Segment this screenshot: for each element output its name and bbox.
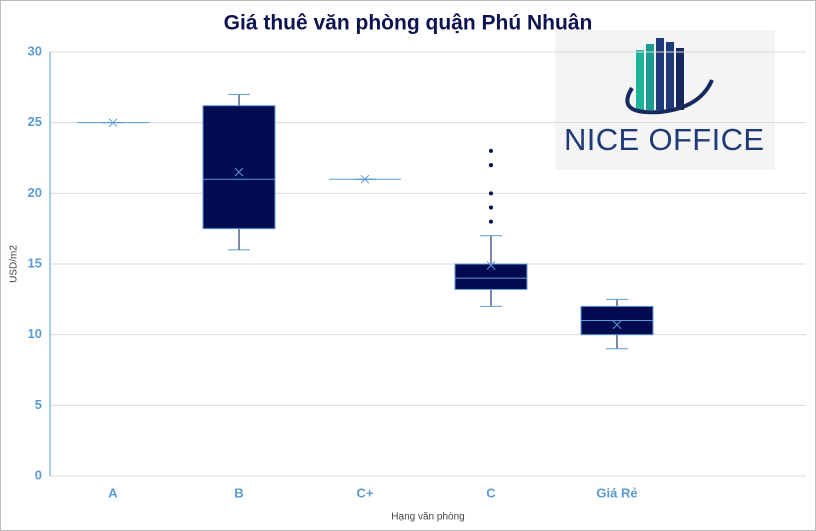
x-tick-label: Giá Rẻ [596, 485, 637, 500]
logo-text: NICE OFFICE [564, 122, 764, 157]
chart-title: Giá thuê văn phòng quận Phú Nhuận [224, 12, 593, 35]
y-tick-label: 5 [35, 397, 42, 412]
x-tick-label: C [486, 485, 496, 500]
logo-building [676, 48, 684, 110]
mean-marker [108, 118, 118, 128]
y-tick-label: 30 [28, 43, 42, 58]
mean-marker [234, 167, 244, 177]
x-tick-label: A [108, 485, 118, 500]
box [454, 263, 528, 290]
y-axis-title: USD/m2 [9, 245, 20, 283]
logo-building [646, 44, 654, 110]
logo-swoosh [625, 79, 714, 115]
logo-building [636, 50, 644, 110]
outlier [489, 205, 493, 210]
mean-marker [612, 320, 622, 330]
outlier [489, 163, 493, 168]
outlier [489, 191, 493, 196]
mean-marker [486, 261, 496, 270]
box [202, 105, 276, 230]
x-tick-label: C+ [357, 485, 374, 500]
logo-building [656, 38, 664, 110]
logo-background [555, 30, 775, 170]
y-tick-label: 15 [28, 255, 42, 270]
mean-marker [360, 174, 370, 184]
logo-building [666, 42, 674, 110]
y-tick-label: 20 [28, 185, 42, 200]
logo: NICE OFFICE [555, 30, 775, 170]
x-tick-label: B [234, 485, 243, 500]
y-tick-label: 10 [28, 326, 42, 341]
outlier [489, 148, 493, 153]
outlier [489, 219, 493, 224]
y-tick-label: 25 [28, 114, 42, 129]
y-tick-label: 0 [35, 467, 42, 482]
x-axis-title: Hạng văn phòng [391, 512, 464, 523]
